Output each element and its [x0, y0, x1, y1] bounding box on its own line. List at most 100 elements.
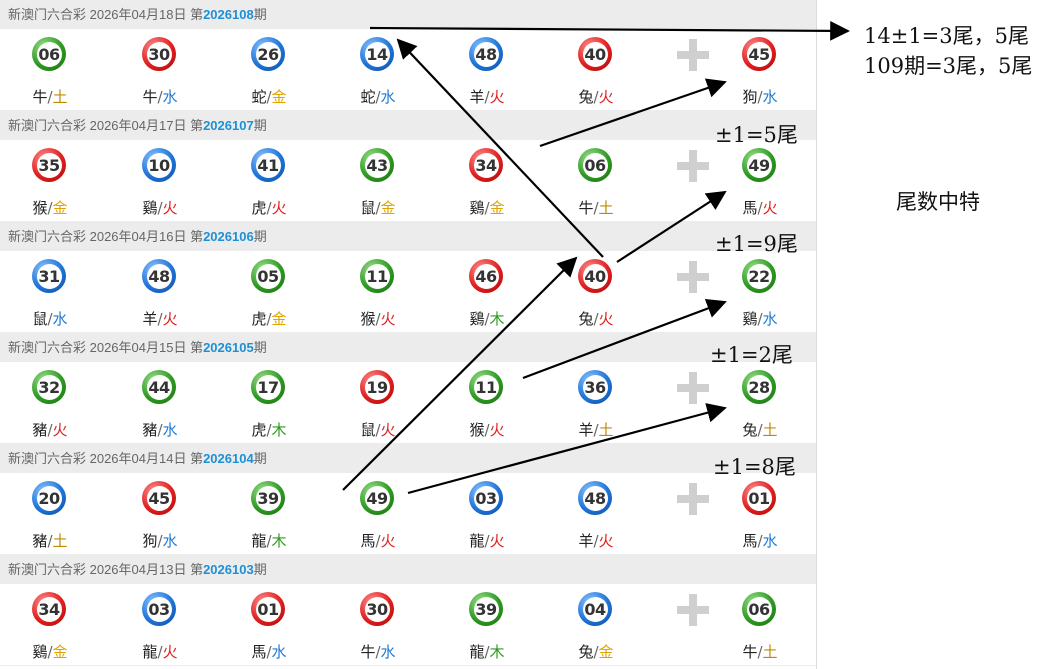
ball-cell: 39 龍/木: [437, 584, 537, 666]
attr-separator: /: [47, 643, 53, 661]
special-ball-cell: 22 鷄/水: [710, 251, 810, 333]
plus-cell: [645, 29, 745, 111]
ball-attributes: 牛/水: [110, 86, 210, 107]
ball-attributes: 虎/木: [219, 419, 319, 440]
ball-number: 19: [364, 374, 390, 400]
ball-attributes: 牛/土: [710, 641, 810, 662]
number-ball: 03: [469, 481, 503, 515]
element-label: 金: [271, 310, 287, 328]
ball-number: 10: [146, 152, 172, 178]
ball-attributes: 牛/土: [0, 86, 100, 107]
ball-attributes: 鷄/金: [437, 197, 537, 218]
element-label: 火: [762, 199, 778, 217]
ball-number: 48: [582, 485, 608, 511]
draw-date-label: 新澳门六合彩 2026年04月17日 第: [8, 118, 204, 133]
ball-number: 43: [364, 152, 390, 178]
ball-cell: 30 牛/水: [110, 29, 210, 111]
ball-number: 30: [146, 41, 172, 67]
plus-icon: [677, 594, 709, 626]
number-ball: 48: [578, 481, 612, 515]
ball-attributes: 虎/火: [219, 197, 319, 218]
attr-separator: /: [266, 532, 272, 550]
ball-cell: 03 龍/火: [110, 584, 210, 666]
number-ball: 48: [469, 37, 503, 71]
number-ball: 48: [142, 259, 176, 293]
ball-number: 01: [746, 485, 772, 511]
plus-cell: [645, 362, 745, 444]
element-label: 木: [271, 421, 287, 439]
element-label: 火: [380, 310, 396, 328]
attr-separator: /: [484, 643, 490, 661]
ball-cell: 49 馬/火: [328, 473, 428, 555]
element-label: 土: [598, 421, 614, 439]
number-ball: 03: [142, 592, 176, 626]
draw-row: 新澳门六合彩 2026年04月18日 第2026108期 06 牛/土 30 牛/水 26…: [0, 0, 816, 111]
ball-row: 06 牛/土 30 牛/水 26 蛇/金 14 蛇/水 48 羊/火 40 兔/火 45 狗/水: [0, 29, 816, 111]
element-label: 木: [489, 310, 505, 328]
ball-number: 40: [582, 263, 608, 289]
ball-attributes: 羊/土: [546, 419, 646, 440]
ball-cell: 40 兔/火: [546, 251, 646, 333]
ball-cell: 45 狗/水: [110, 473, 210, 555]
attr-separator: /: [375, 643, 381, 661]
attr-separator: /: [757, 88, 763, 106]
attr-separator: /: [157, 532, 163, 550]
draw-date-label: 新澳门六合彩 2026年04月14日 第: [8, 451, 204, 466]
ball-cell: 17 虎/木: [219, 362, 319, 444]
ball-attributes: 龍/木: [437, 641, 537, 662]
ball-attributes: 馬/水: [710, 530, 810, 551]
number-ball: 39: [251, 481, 285, 515]
attr-separator: /: [375, 88, 381, 106]
attr-separator: /: [47, 532, 53, 550]
zodiac-label: 鷄: [742, 310, 758, 328]
ball-attributes: 牛/水: [328, 641, 428, 662]
attr-separator: /: [157, 199, 163, 217]
zodiac-label: 虎: [251, 421, 267, 439]
zodiac-label: 龍: [469, 532, 485, 550]
special-number-ball: 45: [742, 37, 776, 71]
zodiac-label: 羊: [142, 310, 158, 328]
attr-separator: /: [47, 88, 53, 106]
ball-cell: 03 龍/火: [437, 473, 537, 555]
ball-attributes: 羊/火: [437, 86, 537, 107]
ball-cell: 11 猴/火: [328, 251, 428, 333]
element-label: 火: [52, 421, 68, 439]
draw-row: 新澳门六合彩 2026年04月16日 第2026106期 31 鼠/水 48 羊/火 05…: [0, 222, 816, 333]
ball-attributes: 狗/水: [110, 530, 210, 551]
ball-number: 30: [364, 596, 390, 622]
ball-attributes: 蛇/水: [328, 86, 428, 107]
element-label: 火: [162, 199, 178, 217]
zodiac-label: 猴: [360, 310, 376, 328]
ball-cell: 01 馬/水: [219, 584, 319, 666]
draw-date-label: 新澳门六合彩 2026年04月15日 第: [8, 340, 204, 355]
draw-date-label: 新澳门六合彩 2026年04月18日 第: [8, 7, 204, 22]
annotation-top-line-2: 109期=3尾，5尾: [864, 54, 1033, 78]
number-ball: 36: [578, 370, 612, 404]
number-ball: 05: [251, 259, 285, 293]
element-label: 水: [762, 88, 778, 106]
number-ball: 11: [469, 370, 503, 404]
number-ball: 31: [32, 259, 66, 293]
ball-attributes: 猴/火: [328, 308, 428, 329]
number-ball: 32: [32, 370, 66, 404]
ball-row: 34 鷄/金 03 龍/火 01 馬/水 30 牛/水 39 龍/木 04 兔/金 06 牛/土: [0, 584, 816, 666]
attr-separator: /: [757, 199, 763, 217]
attr-separator: /: [375, 532, 381, 550]
ball-number: 03: [146, 596, 172, 622]
ball-cell: 35 猴/金: [0, 140, 100, 222]
ball-attributes: 牛/土: [546, 197, 646, 218]
special-number-ball: 06: [742, 592, 776, 626]
ball-number: 49: [746, 152, 772, 178]
ball-cell: 30 牛/水: [328, 584, 428, 666]
element-label: 金: [52, 199, 68, 217]
number-ball: 26: [251, 37, 285, 71]
element-label: 水: [762, 532, 778, 550]
draw-issue-number: 2026105: [203, 340, 254, 355]
ball-number: 36: [582, 374, 608, 400]
zodiac-label: 牛: [32, 88, 48, 106]
zodiac-label: 鷄: [32, 643, 48, 661]
draw-issue-suffix: 期: [253, 562, 267, 577]
draw-issue-suffix: 期: [253, 7, 267, 22]
element-label: 水: [162, 532, 178, 550]
attr-separator: /: [266, 88, 272, 106]
